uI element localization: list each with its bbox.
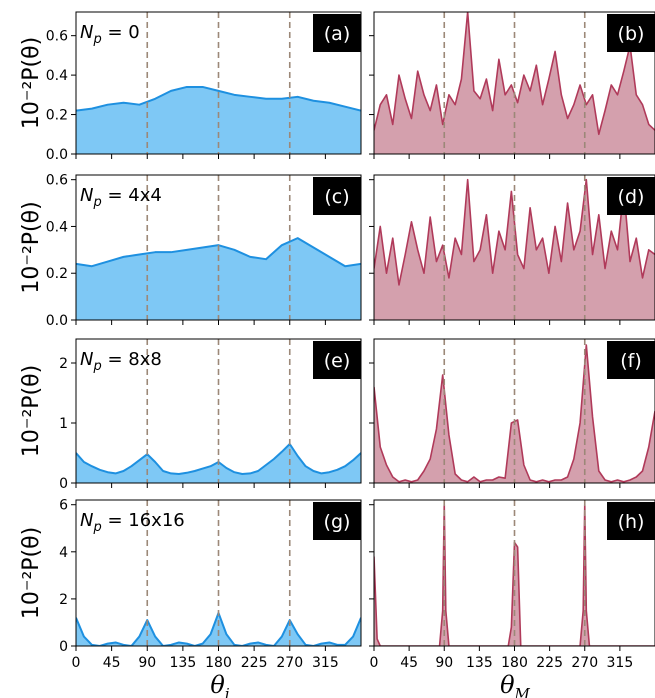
ytick-label: 0: [59, 476, 68, 492]
panel-label-box: [313, 502, 361, 540]
ytick-label: 0.6: [46, 173, 68, 189]
panel-label-box: [607, 341, 655, 379]
ylabel-text: 10⁻²P(θ): [19, 365, 44, 457]
panel-label: (c): [324, 186, 349, 208]
ylabel-text: 10⁻²P(θ): [19, 527, 44, 619]
series-line-(a): [76, 85, 361, 112]
xtick-label: 270: [276, 655, 303, 671]
ytick-label: 0: [59, 639, 68, 655]
xtick-label: 135: [170, 655, 197, 671]
ytick-label: 0.0: [46, 147, 68, 163]
xtick-label: 45: [400, 655, 418, 671]
xtick-label: 45: [103, 655, 121, 671]
panel-label-box: [313, 341, 361, 379]
ytick-label: 4: [59, 545, 68, 561]
xtick-label: 0: [370, 655, 379, 671]
ytick-label: 6: [59, 498, 68, 514]
panel-label: (e): [324, 350, 351, 372]
ytick-label: 0.4: [46, 68, 68, 84]
panel-label-box: [313, 14, 361, 52]
ytick-label: 0.2: [46, 266, 68, 282]
np-label: Np = 0: [80, 22, 140, 47]
xtick-label: 90: [138, 655, 156, 671]
xtick-label: 90: [435, 655, 453, 671]
ylabel: 10⁻²P(θ): [19, 201, 44, 293]
panel-label: (g): [324, 511, 351, 533]
xtick-label: 270: [571, 655, 598, 671]
xtick-label: 315: [607, 655, 634, 671]
ytick-label: 2: [59, 592, 68, 608]
ylabel-text: 10⁻²P(θ): [19, 201, 44, 293]
panel-label: (f): [620, 350, 642, 372]
ytick-label: 0.4: [46, 219, 68, 235]
panel-label: (h): [618, 511, 645, 533]
ytick-label: 0.2: [46, 108, 68, 124]
series-line-(h): [374, 503, 655, 646]
xtick-label: 135: [466, 655, 493, 671]
panel-label: (d): [618, 186, 645, 208]
panel-label-box: [313, 177, 361, 215]
panel-label: (a): [324, 23, 350, 45]
ylabel-text: 10⁻²P(θ): [19, 37, 44, 129]
xtick-label: 225: [536, 655, 563, 671]
np-label: Np = 8x8: [80, 349, 162, 374]
ylabel: 10⁻²P(θ): [19, 527, 44, 619]
ytick-label: 2: [59, 356, 68, 372]
xlabel-left: θi: [210, 671, 229, 698]
xtick-label: 180: [205, 655, 232, 671]
ytick-label: 1: [59, 416, 68, 432]
panel-label-box: [607, 177, 655, 215]
np-label: Np = 16x16: [80, 510, 185, 535]
ylabel: 10⁻²P(θ): [19, 37, 44, 129]
xtick-label: 180: [501, 655, 528, 671]
ytick-label: 0.0: [46, 313, 68, 329]
xtick-label: 315: [312, 655, 339, 671]
xtick-label: 225: [241, 655, 268, 671]
panel-label-box: [607, 502, 655, 540]
ytick-label: 0.6: [46, 29, 68, 45]
xtick-label: 0: [72, 655, 81, 671]
ylabel: 10⁻²P(θ): [19, 365, 44, 457]
xlabel-right: θM: [500, 671, 530, 698]
panel-label-box: [607, 14, 655, 52]
series-line-(d): [374, 178, 655, 286]
panel-label: (b): [618, 23, 645, 45]
np-label: Np = 4x4: [80, 185, 162, 210]
